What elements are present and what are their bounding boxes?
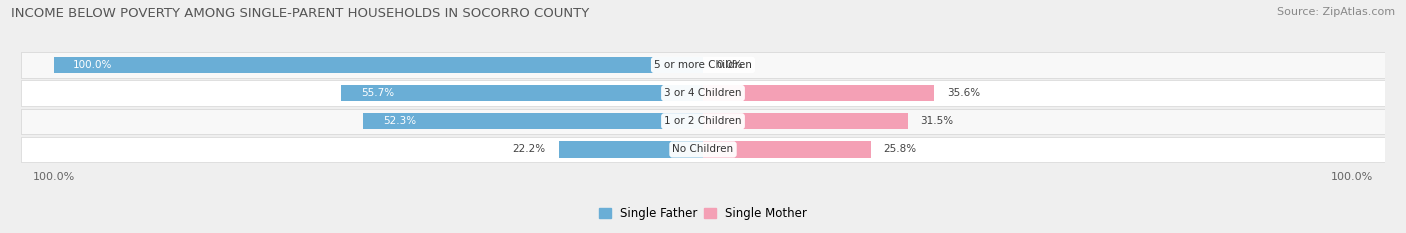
Text: No Children: No Children — [672, 144, 734, 154]
Text: Source: ZipAtlas.com: Source: ZipAtlas.com — [1277, 7, 1395, 17]
Text: 5 or more Children: 5 or more Children — [654, 60, 752, 70]
Text: 55.7%: 55.7% — [361, 88, 394, 98]
Text: 1 or 2 Children: 1 or 2 Children — [664, 116, 742, 126]
Text: 3 or 4 Children: 3 or 4 Children — [664, 88, 742, 98]
Text: 0.0%: 0.0% — [716, 60, 742, 70]
Bar — [53, 57, 703, 73]
Bar — [703, 85, 934, 101]
Bar — [21, 52, 1385, 78]
Text: 100.0%: 100.0% — [73, 60, 112, 70]
Text: 31.5%: 31.5% — [921, 116, 953, 126]
Text: 25.8%: 25.8% — [883, 144, 917, 154]
Bar — [363, 113, 703, 130]
Bar — [21, 109, 1385, 134]
Bar — [703, 141, 870, 158]
Text: 35.6%: 35.6% — [948, 88, 980, 98]
Bar — [703, 113, 908, 130]
Bar — [21, 80, 1385, 106]
Text: 52.3%: 52.3% — [382, 116, 416, 126]
Bar — [342, 85, 703, 101]
Bar — [21, 137, 1385, 162]
Text: 22.2%: 22.2% — [513, 144, 546, 154]
Text: INCOME BELOW POVERTY AMONG SINGLE-PARENT HOUSEHOLDS IN SOCORRO COUNTY: INCOME BELOW POVERTY AMONG SINGLE-PARENT… — [11, 7, 589, 20]
Bar — [558, 141, 703, 158]
Legend: Single Father, Single Mother: Single Father, Single Mother — [595, 202, 811, 225]
